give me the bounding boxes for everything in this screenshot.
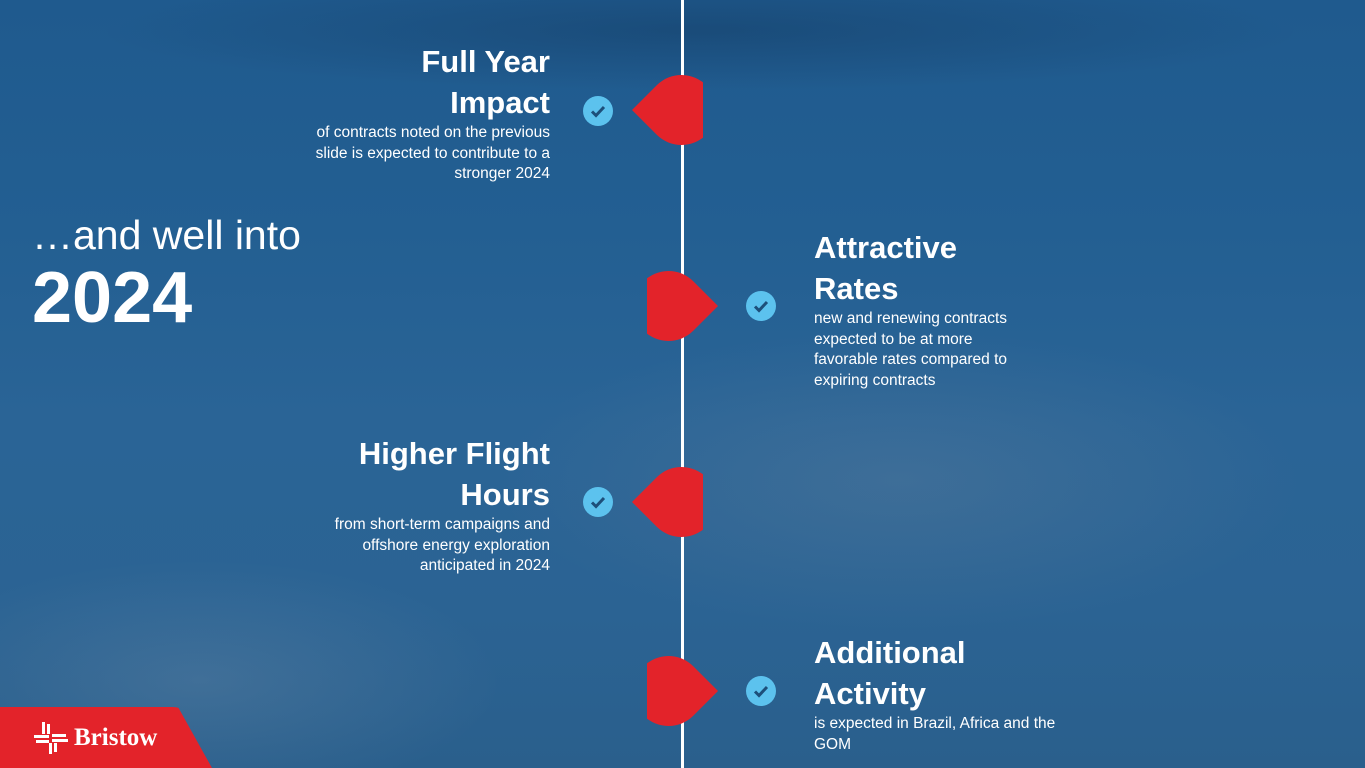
timeline-item: Attractive Rates new and renewing contrac… bbox=[814, 227, 1074, 391]
timeline-marker-right bbox=[647, 656, 718, 726]
timeline-marker-left bbox=[632, 467, 703, 537]
timeline-item: Higher Flight Hours from short-term campa… bbox=[290, 433, 550, 577]
check-circle-icon bbox=[583, 487, 613, 517]
item-title: Impact bbox=[450, 85, 550, 120]
check-circle-icon bbox=[746, 291, 776, 321]
item-description: new and renewing contracts expected to b… bbox=[814, 310, 1008, 389]
timeline-marker-right bbox=[647, 271, 718, 341]
heading-line: …and well into bbox=[32, 212, 301, 258]
item-title: Full Year bbox=[421, 44, 550, 79]
item-title: Attractive bbox=[814, 230, 957, 265]
item-title: Additional bbox=[814, 635, 966, 670]
check-circle-icon bbox=[583, 96, 613, 126]
item-description: of contracts noted on the previous slide… bbox=[315, 124, 550, 182]
timeline-marker-left bbox=[632, 75, 703, 145]
heading-year: 2024 bbox=[32, 258, 193, 338]
item-title: Higher Flight bbox=[358, 436, 550, 471]
logo-text: Bristow bbox=[74, 724, 158, 751]
bristow-logo-icon bbox=[34, 722, 68, 754]
item-title: Activity bbox=[814, 676, 926, 711]
item-description: is expected in Brazil, Africa and the GO… bbox=[814, 715, 1056, 753]
item-description: from short-term campaigns and offshore e… bbox=[334, 516, 550, 574]
item-title: Rates bbox=[814, 271, 899, 306]
timeline-item: Additional Activity is expected in Brazil… bbox=[814, 632, 1074, 755]
item-title: Hours bbox=[460, 477, 550, 512]
slide-heading: …and well into 2024 bbox=[32, 212, 301, 338]
timeline-line bbox=[681, 0, 684, 768]
timeline-item: Full Year Impact of contracts noted on th… bbox=[290, 41, 550, 185]
check-circle-icon bbox=[746, 676, 776, 706]
bristow-logo: Bristow bbox=[0, 707, 212, 768]
